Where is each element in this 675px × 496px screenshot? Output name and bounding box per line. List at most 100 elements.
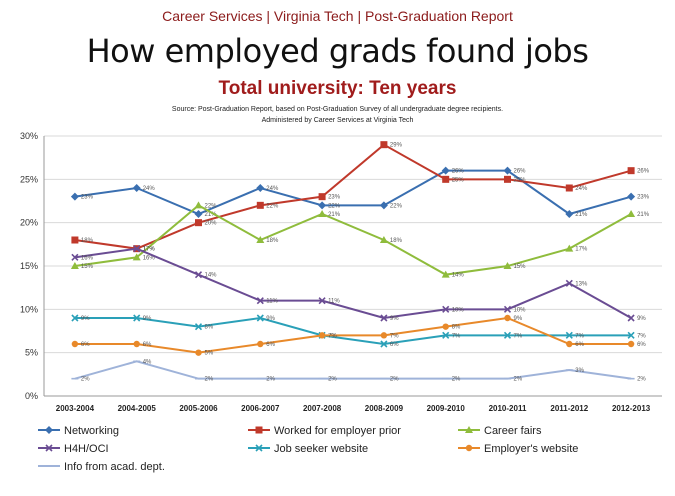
- data-label: 24%: [143, 186, 156, 192]
- data-label: 10%: [514, 307, 527, 313]
- legend-marker: [255, 444, 263, 452]
- data-point: [71, 340, 79, 348]
- data-label: 8%: [452, 325, 461, 331]
- data-label: 7%: [390, 333, 399, 339]
- data-label: 22%: [328, 203, 341, 209]
- x-tick-label: 2007-2008: [303, 404, 342, 413]
- chart-title: How employed grads found jobs: [86, 32, 589, 70]
- x-tick-label: 2012-2013: [612, 404, 651, 413]
- legend-label: Info from acad. dept.: [64, 461, 165, 473]
- data-label: 24%: [575, 186, 588, 192]
- data-point: [133, 314, 141, 322]
- data-point: [627, 340, 635, 348]
- data-label: 23%: [328, 195, 341, 201]
- data-label: 26%: [452, 169, 465, 175]
- data-point: [441, 166, 450, 175]
- data-point: [71, 236, 79, 244]
- source-note-line-1: Source: Post-Graduation Report, based on…: [171, 106, 504, 113]
- series-info-from-acad-dept-: 2% 4% 2% 2% 2% 2% 2% 2% 3% 2%: [71, 359, 646, 383]
- data-label: 9%: [81, 316, 90, 322]
- y-tick-label: 10%: [20, 304, 38, 314]
- legend-item: H4H/OCI: [38, 443, 109, 455]
- data-label: 21%: [205, 212, 218, 218]
- chart-subtitle: Total university: Ten years: [218, 78, 457, 99]
- data-label: 25%: [514, 177, 527, 183]
- data-point: [379, 201, 388, 210]
- data-point: [566, 340, 573, 348]
- data-label: 18%: [81, 238, 94, 244]
- data-label: 9%: [637, 316, 646, 322]
- x-tick-label: 2005-2006: [179, 404, 218, 413]
- data-label: 2%: [514, 377, 523, 383]
- legend-marker: [45, 426, 53, 434]
- data-point: [503, 262, 512, 269]
- data-label: 13%: [575, 281, 588, 287]
- data-point: [195, 219, 202, 227]
- data-label: 25%: [452, 177, 465, 183]
- data-label: 14%: [205, 273, 218, 279]
- legend-label: Networking: [64, 425, 119, 437]
- legend-label: H4H/OCI: [64, 443, 109, 455]
- data-label: 21%: [637, 212, 650, 218]
- data-label: 5%: [205, 351, 214, 357]
- x-axis-ticks: 2003-2004 2004-2005 2005-2006 2006-2007 2007…: [56, 404, 651, 413]
- data-point: [256, 201, 264, 209]
- data-label: 7%: [575, 333, 584, 339]
- series-line: [74, 169, 632, 216]
- data-point: [380, 340, 388, 348]
- legend-item: Career fairs: [458, 425, 542, 437]
- legend-label: Career fairs: [484, 425, 542, 437]
- data-point: [70, 262, 79, 269]
- data-point: [442, 323, 449, 330]
- data-point: [565, 331, 573, 339]
- series-line: [74, 204, 632, 276]
- series-job-seeker-website: 9% 9% 8% 9% 7% 6% 7% 7% 7% 7%: [71, 314, 646, 348]
- legend-item: Worked for employer prior: [248, 425, 401, 437]
- data-label: 8%: [205, 325, 214, 331]
- data-point: [256, 314, 264, 322]
- y-axis-ticks: 0% 5% 10% 15% 20% 25% 30%: [20, 131, 38, 401]
- series-line: [74, 247, 632, 320]
- data-point: [318, 297, 326, 305]
- series-layer: 23% 24% 21% 24% 22% 22% 26% 26% 21% 23% 18% 17% 20% 2…: [70, 141, 650, 383]
- data-point: [132, 184, 141, 192]
- data-label: 9%: [390, 316, 399, 322]
- y-tick-label: 5%: [25, 348, 38, 358]
- data-label: 17%: [143, 247, 156, 253]
- data-point: [503, 166, 512, 175]
- data-point: [133, 245, 141, 253]
- x-tick-label: 2009-2010: [427, 404, 466, 413]
- legend-marker: [45, 444, 53, 452]
- data-point: [627, 167, 635, 175]
- data-point: [565, 279, 573, 287]
- legend-marker: [255, 426, 263, 434]
- data-point: [71, 314, 79, 322]
- data-point: [627, 192, 636, 201]
- data-point: [627, 314, 635, 322]
- data-label: 24%: [266, 186, 279, 192]
- data-point: [256, 297, 264, 305]
- data-point: [194, 201, 203, 209]
- series-h4h-oci: 16% 17% 14% 11% 11% 9% 10% 10% 13% 9%: [71, 245, 646, 322]
- data-point: [504, 314, 511, 322]
- data-label: 6%: [81, 342, 90, 348]
- data-point: [256, 184, 265, 192]
- series-employer-s-website: 6% 6% 5% 6% 7% 7% 8% 9% 6% 6%: [71, 314, 646, 357]
- data-point: [71, 253, 79, 261]
- x-tick-label: 2004-2005: [118, 404, 157, 413]
- data-label: 2%: [81, 377, 90, 383]
- data-label: 14%: [452, 273, 465, 279]
- data-label: 7%: [328, 333, 337, 339]
- x-tick-label: 2006-2007: [241, 404, 280, 413]
- data-label: 15%: [81, 264, 94, 270]
- legend-marker: [465, 444, 473, 452]
- series-line: [74, 360, 632, 380]
- data-label: 22%: [266, 203, 279, 209]
- data-point: [442, 305, 450, 313]
- data-point: [194, 210, 203, 218]
- data-label: 23%: [81, 195, 94, 201]
- source-note-line-2: Administered by Career Services at Virgi…: [261, 117, 414, 124]
- data-point: [503, 331, 512, 339]
- data-point: [194, 271, 203, 279]
